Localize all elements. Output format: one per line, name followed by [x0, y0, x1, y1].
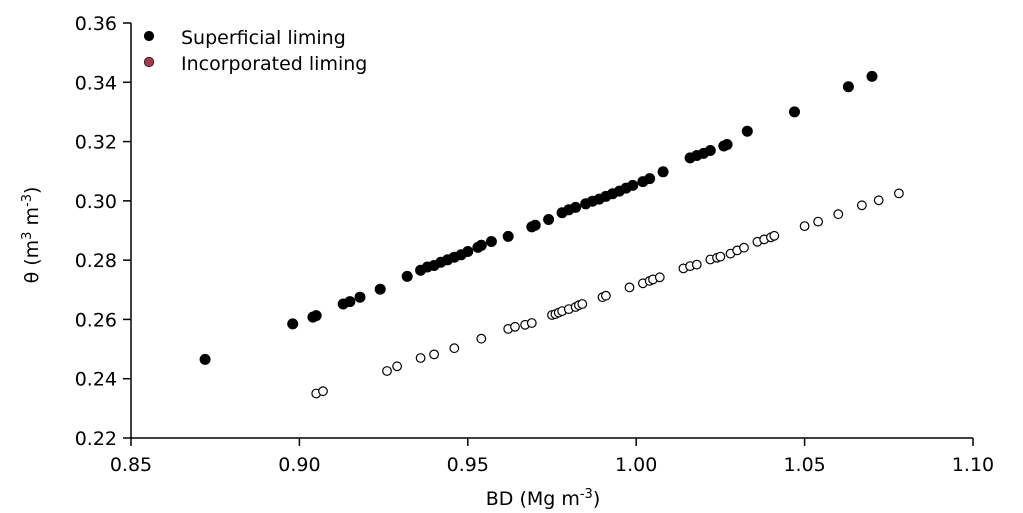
x-axis-title: BD (Mg m-3)	[486, 487, 601, 510]
data-point	[570, 201, 582, 213]
data-point	[529, 219, 541, 231]
y-tick-label: 0.30	[75, 191, 117, 213]
y-tick-label: 0.28	[75, 250, 117, 272]
y-axis-title: θ (m3 m-3)	[20, 187, 43, 284]
data-point	[799, 221, 810, 232]
data-point	[392, 361, 403, 372]
data-point	[429, 349, 440, 360]
data-point	[526, 318, 537, 328]
data-point	[485, 236, 497, 247]
data-point	[287, 318, 299, 330]
axes: 0.22 0.24 0.26 0.28 0.30 0.32 0.34 0.36 0.85 0.90…	[75, 13, 994, 476]
x-tick-label: 0.90	[278, 454, 320, 476]
series-1	[311, 188, 904, 399]
y-tick-label: 0.22	[75, 428, 117, 450]
data-point	[644, 173, 656, 185]
data-point	[769, 230, 780, 241]
data-point	[510, 321, 520, 332]
series-0	[199, 70, 878, 365]
data-point	[401, 270, 413, 282]
data-point	[601, 290, 611, 301]
data-point	[310, 310, 322, 322]
x-tick-label: 1.05	[783, 454, 825, 476]
data-point	[866, 70, 878, 82]
data-point	[344, 296, 356, 308]
data-point	[543, 214, 555, 225]
data-point	[502, 230, 514, 242]
data-point	[199, 353, 211, 365]
legend: Superficial liming Incorporated liming	[143, 27, 367, 75]
legend-label: Incorporated liming	[181, 53, 367, 75]
data-point	[789, 106, 800, 118]
data-point	[462, 246, 474, 257]
data-point	[627, 179, 639, 191]
y-tick-label: 0.26	[75, 309, 117, 331]
x-tick-label: 1.10	[952, 454, 994, 476]
data-point	[449, 343, 460, 354]
data-point	[624, 282, 635, 293]
data-point	[476, 333, 487, 344]
y-tick-label: 0.24	[75, 369, 117, 391]
data-point	[739, 242, 749, 253]
data-point	[657, 166, 669, 178]
data-point	[715, 251, 726, 262]
data-points	[199, 70, 904, 399]
y-tick-label: 0.36	[75, 13, 117, 35]
data-point	[704, 145, 716, 156]
x-tick-label: 1.00	[615, 454, 657, 476]
data-point	[354, 291, 366, 303]
data-point	[415, 353, 426, 363]
data-point	[721, 139, 733, 150]
legend-marker	[143, 30, 155, 42]
data-point	[374, 283, 386, 295]
legend-marker	[143, 56, 155, 68]
data-point	[475, 239, 487, 251]
data-point	[318, 386, 328, 397]
x-tick-label: 0.95	[447, 454, 489, 476]
y-tick-label: 0.32	[75, 132, 117, 154]
data-point	[813, 216, 823, 227]
data-point	[382, 366, 392, 376]
legend-label: Superficial liming	[181, 27, 346, 49]
y-tick-label: 0.34	[75, 72, 117, 94]
x-tick-label: 0.85	[110, 454, 152, 476]
data-point	[654, 272, 665, 283]
data-point	[741, 125, 753, 137]
data-point	[833, 209, 844, 220]
data-point	[894, 188, 904, 199]
data-point	[691, 259, 702, 270]
data-point	[842, 81, 854, 93]
data-point	[857, 200, 867, 211]
data-point	[873, 195, 884, 206]
data-point	[577, 299, 588, 309]
